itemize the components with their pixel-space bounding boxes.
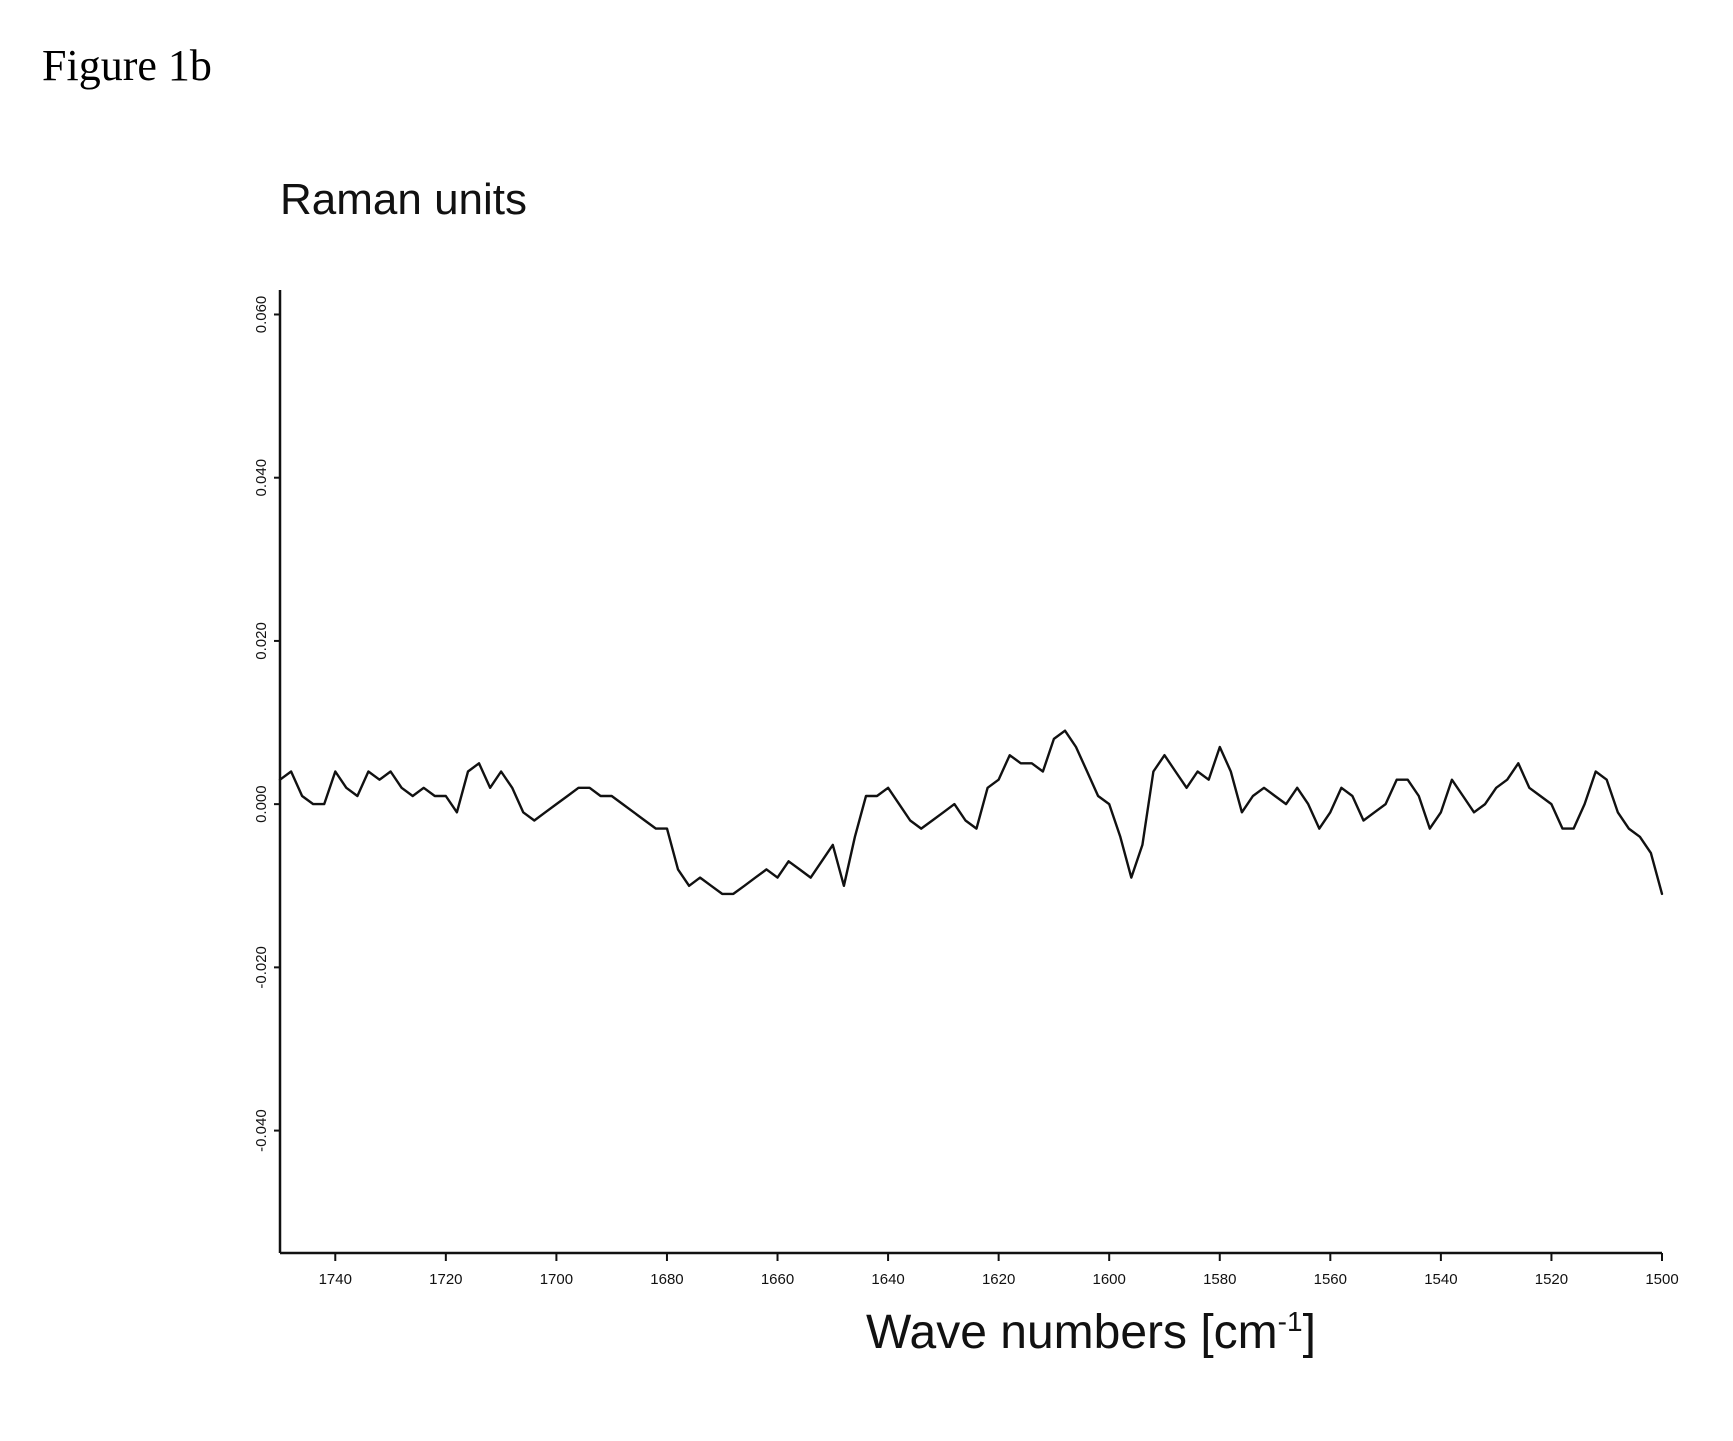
spectrum-line (280, 731, 1662, 894)
x-tick-label: 1560 (1314, 1271, 1347, 1288)
y-tick-label: 0.020 (253, 622, 270, 660)
x-tick-label: 1660 (761, 1271, 794, 1288)
x-tick-label: 1620 (982, 1271, 1015, 1288)
y-tick-label: -0.040 (253, 1109, 270, 1152)
x-tick-label: 1540 (1424, 1271, 1457, 1288)
x-tick-label: 1740 (319, 1271, 352, 1288)
x-tick-label: 1680 (650, 1271, 683, 1288)
x-tick-label: 1640 (871, 1271, 904, 1288)
x-tick-label: 1500 (1645, 1271, 1678, 1288)
y-tick-label: -0.020 (253, 946, 270, 989)
x-tick-label: 1520 (1535, 1271, 1568, 1288)
plot-area (280, 731, 1662, 894)
y-tick-label: 0.060 (253, 296, 270, 334)
axes (280, 290, 1662, 1253)
x-ticks: 1740 1720 1700 1680 1660 1640 1620 1600 1580 1560… (319, 1253, 1679, 1288)
x-tick-label: 1720 (429, 1271, 462, 1288)
y-tick-label: 0.040 (253, 459, 270, 497)
y-tick-label: 0.000 (253, 785, 270, 823)
y-ticks: 0.060 0.040 0.020 0.000 -0.020 -0.040 (253, 296, 280, 1152)
x-tick-label: 1700 (540, 1271, 573, 1288)
x-tick-label: 1580 (1203, 1271, 1236, 1288)
x-tick-label: 1600 (1093, 1271, 1126, 1288)
